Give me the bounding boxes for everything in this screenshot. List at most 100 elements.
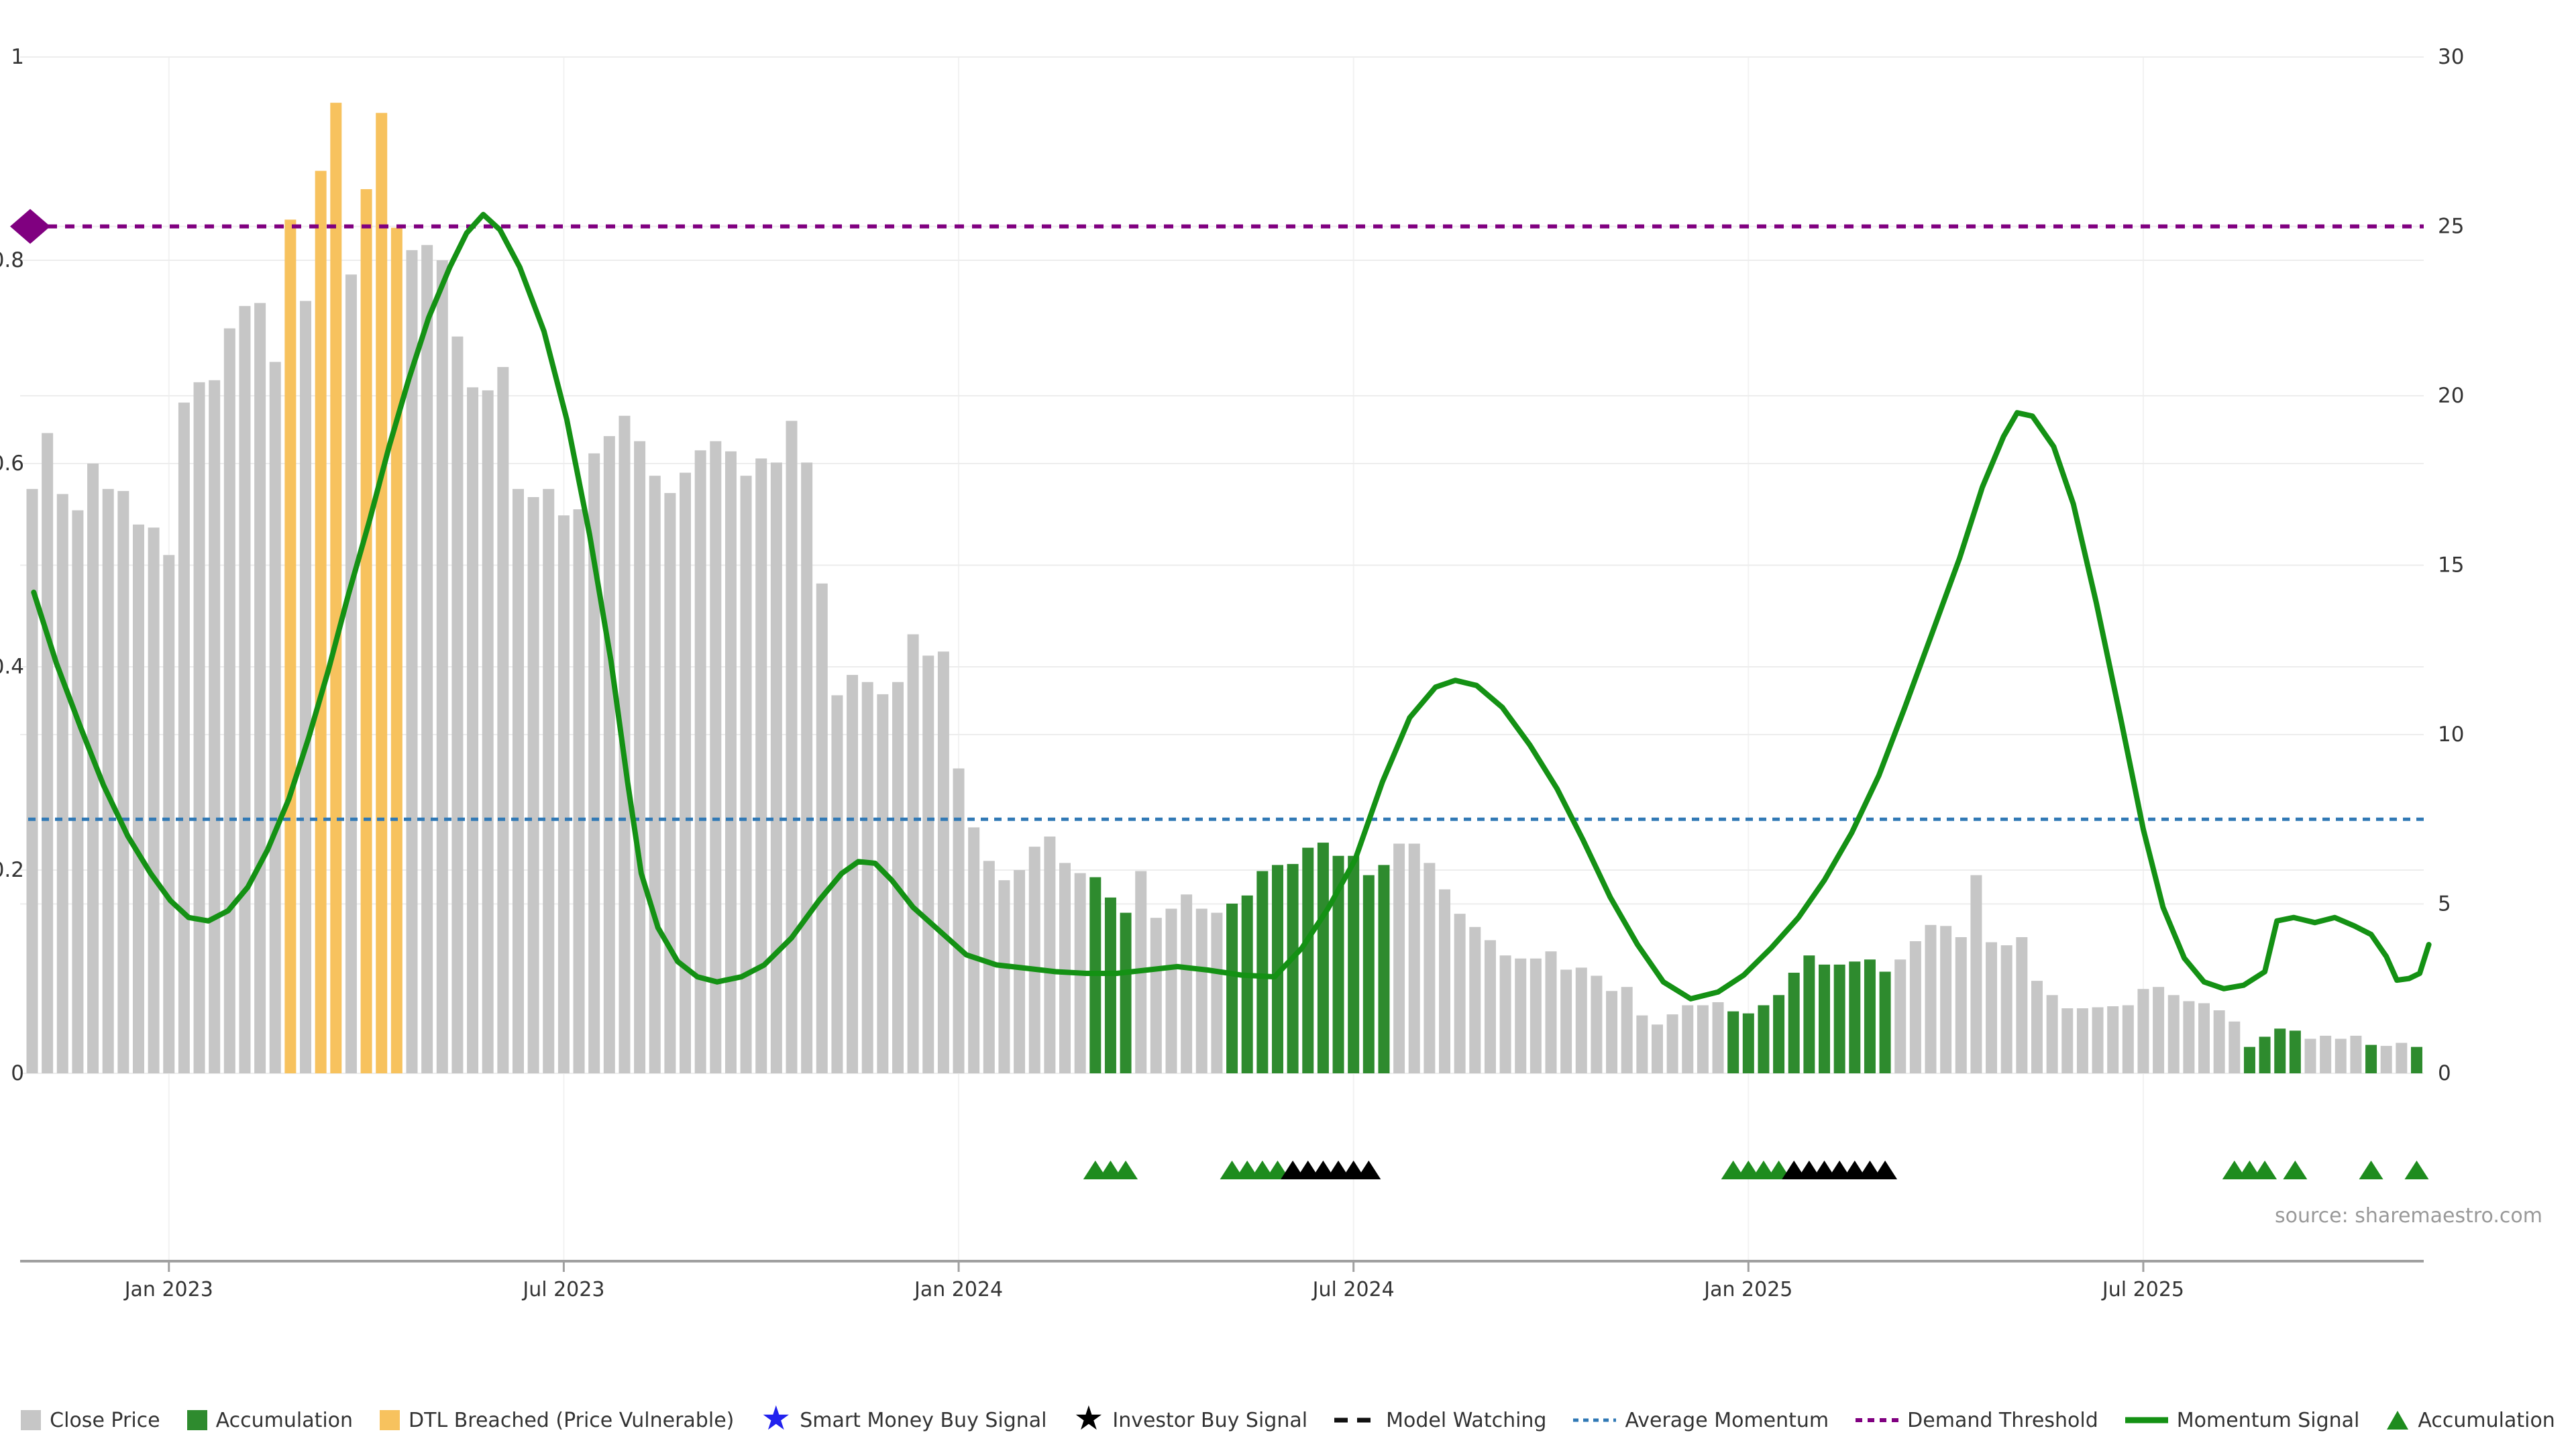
accumulation-triangle-icon — [1114, 1161, 1138, 1179]
close-price-bar — [1986, 942, 1998, 1073]
close-price-bar — [1545, 951, 1557, 1073]
accumulation-triangle-icon — [1220, 1161, 1244, 1179]
close-price-bar — [724, 451, 737, 1073]
accumulation-bar — [2365, 1044, 2377, 1073]
close-price-bar — [1575, 967, 1587, 1073]
close-price-bar — [1424, 863, 1436, 1073]
close-price-bar — [239, 306, 251, 1073]
legend-label: Accumulation — [2418, 1408, 2555, 1432]
x-tick-label: Jul 2025 — [2101, 1278, 2184, 1301]
accumulation-bar — [2259, 1036, 2271, 1073]
close-price-bar — [1044, 837, 1056, 1073]
accumulation-triangle-icon — [2222, 1161, 2247, 1179]
dtl-breached-swatch-icon — [380, 1410, 400, 1430]
x-tick-label: Jul 2023 — [521, 1278, 604, 1301]
green-triangle-icon — [2387, 1411, 2409, 1430]
accumulation-bar — [2243, 1046, 2255, 1073]
close-price-bar — [1150, 918, 1162, 1073]
black-dashed-line-icon — [1334, 1417, 1378, 1423]
close-price-bar — [937, 651, 949, 1073]
x-tick-label: Jan 2025 — [1703, 1278, 1792, 1301]
close-price-bar — [2304, 1038, 2316, 1073]
close-price-bar — [467, 387, 479, 1073]
investor-buy-triangle-icon — [1782, 1161, 1807, 1179]
close-price-bar — [1515, 958, 1527, 1073]
close-price-bar — [634, 441, 646, 1073]
left-axis-tick-label: 0.4 — [0, 655, 24, 679]
legend-label: DTL Breached (Price Vulnerable) — [409, 1408, 735, 1432]
close-price-bar — [831, 695, 843, 1073]
momentum-signal-line — [31, 211, 2432, 1002]
close-price-bar — [1651, 1024, 1663, 1073]
close-price-bar — [1666, 1014, 1678, 1073]
close-price-bar — [1894, 959, 1907, 1073]
close-price-bar — [543, 488, 555, 1073]
close-price-bar — [406, 250, 418, 1074]
close-price-bar — [2167, 995, 2180, 1073]
close-price-bar — [694, 450, 706, 1073]
close-price-bar — [740, 476, 752, 1073]
close-price-bar — [2334, 1038, 2347, 1073]
legend-model-watching[interactable]: Model Watching — [1334, 1409, 1546, 1432]
close-price-bar — [2031, 981, 2043, 1073]
x-tick-label: Jan 2023 — [123, 1278, 213, 1301]
close-price-bar — [26, 488, 38, 1073]
close-price-bar — [1028, 847, 1040, 1073]
legend-accumulation-signal[interactable]: Accumulation — [2386, 1409, 2555, 1432]
close-price-bar — [907, 634, 919, 1073]
close-price-bar — [2092, 1007, 2104, 1073]
legend-label: Investor Buy Signal — [1112, 1408, 1308, 1432]
close-price-bar — [801, 462, 813, 1073]
investor-buy-triangle-icon — [1326, 1161, 1351, 1179]
close-price-bar — [1955, 936, 1967, 1073]
legend-label: Demand Threshold — [1907, 1408, 2098, 1432]
purple-dotted-line-icon — [1856, 1418, 1899, 1422]
close-price-bar — [1454, 914, 1466, 1073]
legend-dtl-breached[interactable]: DTL Breached (Price Vulnerable) — [380, 1409, 734, 1432]
close-price-bar — [603, 436, 615, 1073]
accumulation-bar — [1879, 971, 1891, 1073]
left-axis-tick-label: 1 — [11, 45, 24, 69]
legend-close-price[interactable]: Close Price — [21, 1409, 160, 1432]
right-axis-tick-label: 0 — [2438, 1061, 2451, 1085]
close-price-bar — [497, 367, 509, 1074]
accumulation-triangle-icon — [1098, 1161, 1123, 1179]
dtl-breached-bar — [330, 103, 342, 1073]
accumulation-triangle-icon — [1766, 1161, 1791, 1179]
close-price-bar — [1059, 863, 1071, 1073]
close-price-bar — [2229, 1021, 2241, 1073]
legend-investor-buy-signal[interactable]: ★ Investor Buy Signal — [1074, 1401, 1308, 1435]
legend-smart-money-buy-signal[interactable]: ★ Smart Money Buy Signal — [761, 1401, 1046, 1435]
accumulation-triangle-icon — [2404, 1161, 2429, 1179]
accumulation-bar — [1378, 865, 1390, 1073]
demand-threshold-diamond-icon — [10, 209, 50, 244]
right-axis-tick-label: 30 — [2438, 45, 2464, 69]
dtl-breached-bar — [315, 170, 327, 1074]
accumulation-bar — [1120, 912, 1132, 1073]
close-price-bar — [421, 245, 433, 1073]
legend-accumulation-bar[interactable]: Accumulation — [186, 1409, 353, 1432]
close-price-bar — [1909, 941, 1921, 1073]
legend-momentum-signal[interactable]: Momentum Signal — [2125, 1409, 2359, 1432]
legend-average-momentum[interactable]: Average Momentum — [1573, 1409, 1829, 1432]
right-axis-tick-label: 20 — [2438, 384, 2464, 408]
investor-buy-triangle-icon — [1812, 1161, 1837, 1179]
close-price-bar — [87, 464, 99, 1073]
close-price-bar — [2350, 1035, 2362, 1073]
close-price-bar — [1393, 843, 1405, 1073]
right-axis-tick-label: 5 — [2438, 892, 2451, 916]
close-price-bar — [557, 515, 570, 1073]
close-price-bar — [710, 441, 722, 1073]
close-price-bar — [2396, 1042, 2408, 1073]
close-price-bar — [56, 494, 68, 1073]
close-price-bar — [102, 488, 114, 1073]
accumulation-bar — [1104, 897, 1116, 1073]
legend-demand-threshold[interactable]: Demand Threshold — [1856, 1409, 2098, 1432]
accumulation-bar — [1302, 847, 1314, 1073]
close-price-bar — [847, 675, 859, 1073]
accumulation-bar — [1758, 1005, 1770, 1073]
demand-threshold-line — [10, 209, 2424, 244]
close-price-bar — [2061, 1008, 2074, 1073]
close-price-bar — [2198, 1003, 2210, 1073]
